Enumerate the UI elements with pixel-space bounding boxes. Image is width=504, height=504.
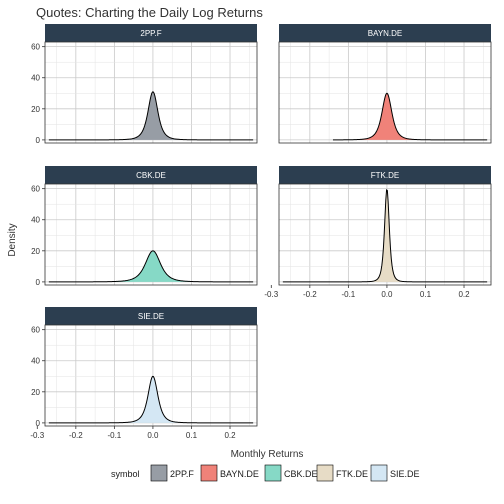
legend-item-cbk-de: CBK.DE <box>264 464 318 482</box>
density-line-bayn-de <box>332 92 488 141</box>
density-area-cbk-de <box>48 250 254 282</box>
x-tick-label: 0.2 <box>458 290 470 299</box>
legend-key <box>200 464 218 482</box>
chart-title: Quotes: Charting the Daily Log Returns <box>36 5 263 20</box>
facet-panel-sie-de: SIE.DE 0 20 40 60 -0.3 -0.2 -0.1 0.0 0.1 0.2 <box>30 307 258 440</box>
panel-border <box>44 41 258 144</box>
facet-strip-sie-de <box>45 307 257 325</box>
x-tick-label: -0.3 <box>30 431 44 440</box>
x-tick-label: -0.1 <box>107 431 121 440</box>
panel-border <box>278 41 492 144</box>
legend-item-ftk-de: FTK.DE <box>316 464 368 482</box>
facet-panel-bayn-de: BAYN.DE <box>278 24 492 144</box>
x-tick-label: -0.2 <box>303 290 317 299</box>
facet-panels: 2PP.F 0 20 40 60 BAYN.DE CBK.DE 0 20 40 60 FTK.DE -0… <box>30 24 492 440</box>
facet-strip-cbk-de <box>45 166 257 184</box>
y-tick-label: 20 <box>31 388 40 397</box>
x-tick-label: -0.3 <box>264 290 278 299</box>
facet-strip-2pp-f <box>45 24 257 42</box>
x-tick-label: 0.0 <box>147 431 159 440</box>
y-tick-label: 60 <box>31 326 40 335</box>
legend-label: CBK.DE <box>284 469 318 479</box>
facet-strip-label: SIE.DE <box>138 312 164 321</box>
legend-key <box>316 464 334 482</box>
x-tick-label: 0.1 <box>420 290 432 299</box>
y-tick-label: 40 <box>31 74 40 83</box>
facet-panel-ftk-de: FTK.DE -0.3 -0.2 -0.1 0.0 0.1 0.2 <box>264 166 492 299</box>
y-tick-label: 60 <box>31 185 40 194</box>
legend-key <box>370 464 388 482</box>
y-tick-label: 20 <box>31 105 40 114</box>
legend-label: SIE.DE <box>390 469 420 479</box>
legend-label: BAYN.DE <box>220 469 259 479</box>
legend-key <box>264 464 282 482</box>
density-line-2pp-f <box>48 91 254 141</box>
x-tick-label: 0.2 <box>224 431 236 440</box>
legend-label: FTK.DE <box>336 469 368 479</box>
y-tick-label: 40 <box>31 216 40 225</box>
y-tick-label: 60 <box>31 43 40 52</box>
facet-strip-label: BAYN.DE <box>368 29 403 38</box>
facet-strip-ftk-de <box>279 166 491 184</box>
density-area-2pp-f <box>48 91 254 140</box>
density-area-sie-de <box>48 376 254 423</box>
density-line-cbk-de <box>48 250 254 283</box>
legend-item-sie-de: SIE.DE <box>370 464 420 482</box>
y-tick-label: 0 <box>36 136 41 145</box>
x-tick-label: -0.1 <box>341 290 355 299</box>
legend-label: 2PP.F <box>170 469 194 479</box>
facet-strip-label: CBK.DE <box>136 171 166 180</box>
panel-border <box>278 183 492 286</box>
legend-item-2pp-f: 2PP.F <box>150 464 194 482</box>
x-tick-label: 0.1 <box>186 431 198 440</box>
y-tick-label: 40 <box>31 357 40 366</box>
legend-title: symbol <box>111 469 140 479</box>
facet-strip-label: FTK.DE <box>371 171 399 180</box>
density-line-ftk-de <box>282 188 488 283</box>
x-axis-title: Monthly Returns <box>231 449 304 460</box>
legend: symbol 2PP.F BAYN.DE CBK.DE FTK.DE SIE.DE <box>111 464 420 482</box>
density-line-sie-de <box>48 375 254 424</box>
legend-key <box>150 464 168 482</box>
facet-panel-cbk-de: CBK.DE 0 20 40 60 <box>31 166 258 287</box>
x-tick-label: 0.0 <box>381 290 393 299</box>
y-tick-label: 0 <box>36 278 41 287</box>
panel-border <box>44 324 258 427</box>
facet-panel-2pp-f: 2PP.F 0 20 40 60 <box>31 24 258 145</box>
y-tick-label: 20 <box>31 247 40 256</box>
panel-border <box>44 183 258 286</box>
facet-strip-label: 2PP.F <box>140 29 161 38</box>
x-tick-label: -0.2 <box>69 431 83 440</box>
y-tick-label: 0 <box>36 419 41 428</box>
y-axis-title: Density <box>7 223 18 256</box>
legend-item-bayn-de: BAYN.DE <box>200 464 259 482</box>
density-area-ftk-de <box>282 189 488 282</box>
facet-strip-bayn-de <box>279 24 491 42</box>
